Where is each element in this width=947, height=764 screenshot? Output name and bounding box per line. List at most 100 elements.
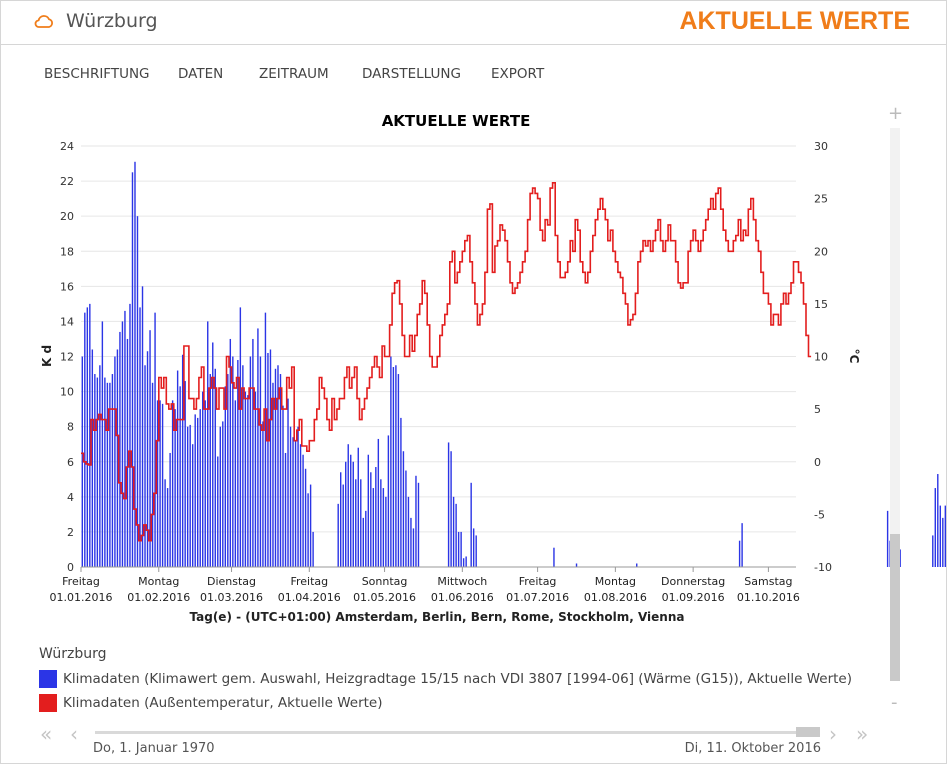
bar-heating-degree-days [244,391,247,567]
bar-heating-degree-days [277,365,279,567]
bar-heating-degree-days [360,479,362,567]
bar-heating-degree-days [282,405,284,567]
bar-heating-degree-days [212,342,214,567]
navigator-end-date: Di, 11. Oktober 2016 [684,741,821,756]
bar-heating-degree-days [224,386,227,567]
bar-heating-degree-days [370,472,372,567]
bar-heating-degree-days [222,421,224,567]
bar-heating-degree-days [91,349,94,567]
bar-heating-degree-days [294,440,297,567]
bar-heating-degree-days [475,535,477,567]
bar-heating-degree-days [149,330,151,567]
bar-heating-degree-days [207,321,209,567]
legend-label: Klimadaten (Klimawert gem. Auswahl, Heiz… [63,671,852,687]
location-title: Würzburg [66,10,158,32]
bar-heating-degree-days [937,474,939,567]
bar-heating-degree-days [417,482,420,567]
bar-heating-degree-days [470,482,472,567]
bar-heating-degree-days [181,354,184,567]
bar-heating-degree-days [272,382,274,567]
y-tick-label-right: 5 [814,403,821,416]
bar-heating-degree-days [337,503,339,567]
bar-heating-degree-days [104,377,106,567]
bar-heating-degree-days [237,360,239,567]
bar-heating-degree-days [189,424,191,567]
bar-heating-degree-days [234,400,237,567]
bar-heating-degree-days [942,517,944,567]
bar-heating-degree-days [259,356,262,567]
bar-heating-degree-days [114,356,116,567]
y-tick-label-left: 24 [60,140,74,153]
scroll-next-icon[interactable]: › [829,722,837,746]
vertical-scrollbar-track[interactable] [890,128,900,681]
vertical-scrollbar-thumb[interactable] [890,534,900,681]
bar-heating-degree-days [385,496,387,567]
menu-daten[interactable]: DATEN [178,66,224,82]
bar-heating-degree-days [217,456,219,567]
y-tick-label-left: 4 [67,491,74,504]
bar-heating-degree-days [81,356,84,567]
navigator-handle[interactable] [796,727,820,737]
zoom-out-button[interactable]: - [891,692,898,713]
bar-heating-degree-days [156,400,159,567]
bar-heating-degree-days [340,472,342,567]
navigator-track[interactable] [95,731,820,734]
x-tick-date: 01.05.2016 [353,591,416,604]
bar-heating-degree-days [154,312,156,567]
bar-heating-degree-days [111,374,114,567]
x-tick-weekday: Donnerstag [661,575,725,588]
bar-heating-degree-days [164,479,166,567]
menu-zeitraum[interactable]: ZEITRAUM [259,66,329,82]
bar-heating-degree-days [289,426,292,567]
bar-heating-degree-days [636,563,638,567]
bar-heating-degree-days [171,400,174,567]
bar-heating-degree-days [899,549,901,567]
bar-heating-degree-days [312,531,314,567]
scroll-last-icon[interactable]: » [856,722,869,746]
y-tick-label-left: 6 [67,456,74,469]
menu-darstellung[interactable]: DARSTELLUNG [362,66,461,82]
bar-heating-degree-days [377,438,380,567]
x-tick-date: 01.06.2016 [431,591,494,604]
bar-heating-degree-days [119,331,121,567]
bar-heating-degree-days [229,338,232,567]
y-tick-label-left: 22 [60,175,74,188]
zoom-in-button[interactable]: + [888,103,904,124]
scroll-prev-icon[interactable]: ‹ [70,722,78,746]
bar-heating-degree-days [387,435,390,567]
x-tick-weekday: Montag [595,575,636,588]
scroll-first-icon[interactable]: « [40,722,53,746]
bar-heating-degree-days [146,351,149,567]
menu-export[interactable]: EXPORT [491,66,545,82]
y-tick-label-left: 18 [60,245,74,258]
bar-heating-degree-days [342,484,344,567]
bar-heating-degree-days [345,461,347,567]
menu-beschriftung[interactable]: BESCHRIFTUNG [44,66,150,82]
bar-heating-degree-days [144,365,146,567]
bar-heating-degree-days [410,517,412,567]
bar-heating-degree-days [457,531,460,567]
bar-heating-degree-days [397,374,400,567]
bar-heating-degree-days [284,452,287,567]
bar-heating-degree-days [242,365,244,567]
bar-heating-degree-days [264,312,267,567]
bar-heating-degree-days [886,510,889,567]
bar-heating-degree-days [452,496,455,567]
bar-heating-degree-days [239,307,242,567]
bar-heating-degree-days [176,370,179,567]
line-outdoor-temperature [81,182,812,542]
x-tick-weekday: Freitag [290,575,328,588]
bar-heating-degree-days [367,454,370,567]
bar-heating-degree-days [219,426,221,567]
bar-heating-degree-days [139,307,141,567]
bar-heating-degree-days [307,493,309,567]
bar-heating-degree-days [352,461,354,567]
bar-heating-degree-days [380,479,382,567]
bar-heating-degree-days [116,349,119,567]
bar-heating-degree-days [227,374,229,567]
bar-heating-degree-days [269,349,272,567]
bar-heating-degree-days [292,437,294,567]
x-axis-label: Tag(e) - (UTC+01:00) Amsterdam, Berlin, … [190,610,685,624]
bar-heating-degree-days [447,442,450,567]
y-tick-label-right: 0 [814,456,821,469]
